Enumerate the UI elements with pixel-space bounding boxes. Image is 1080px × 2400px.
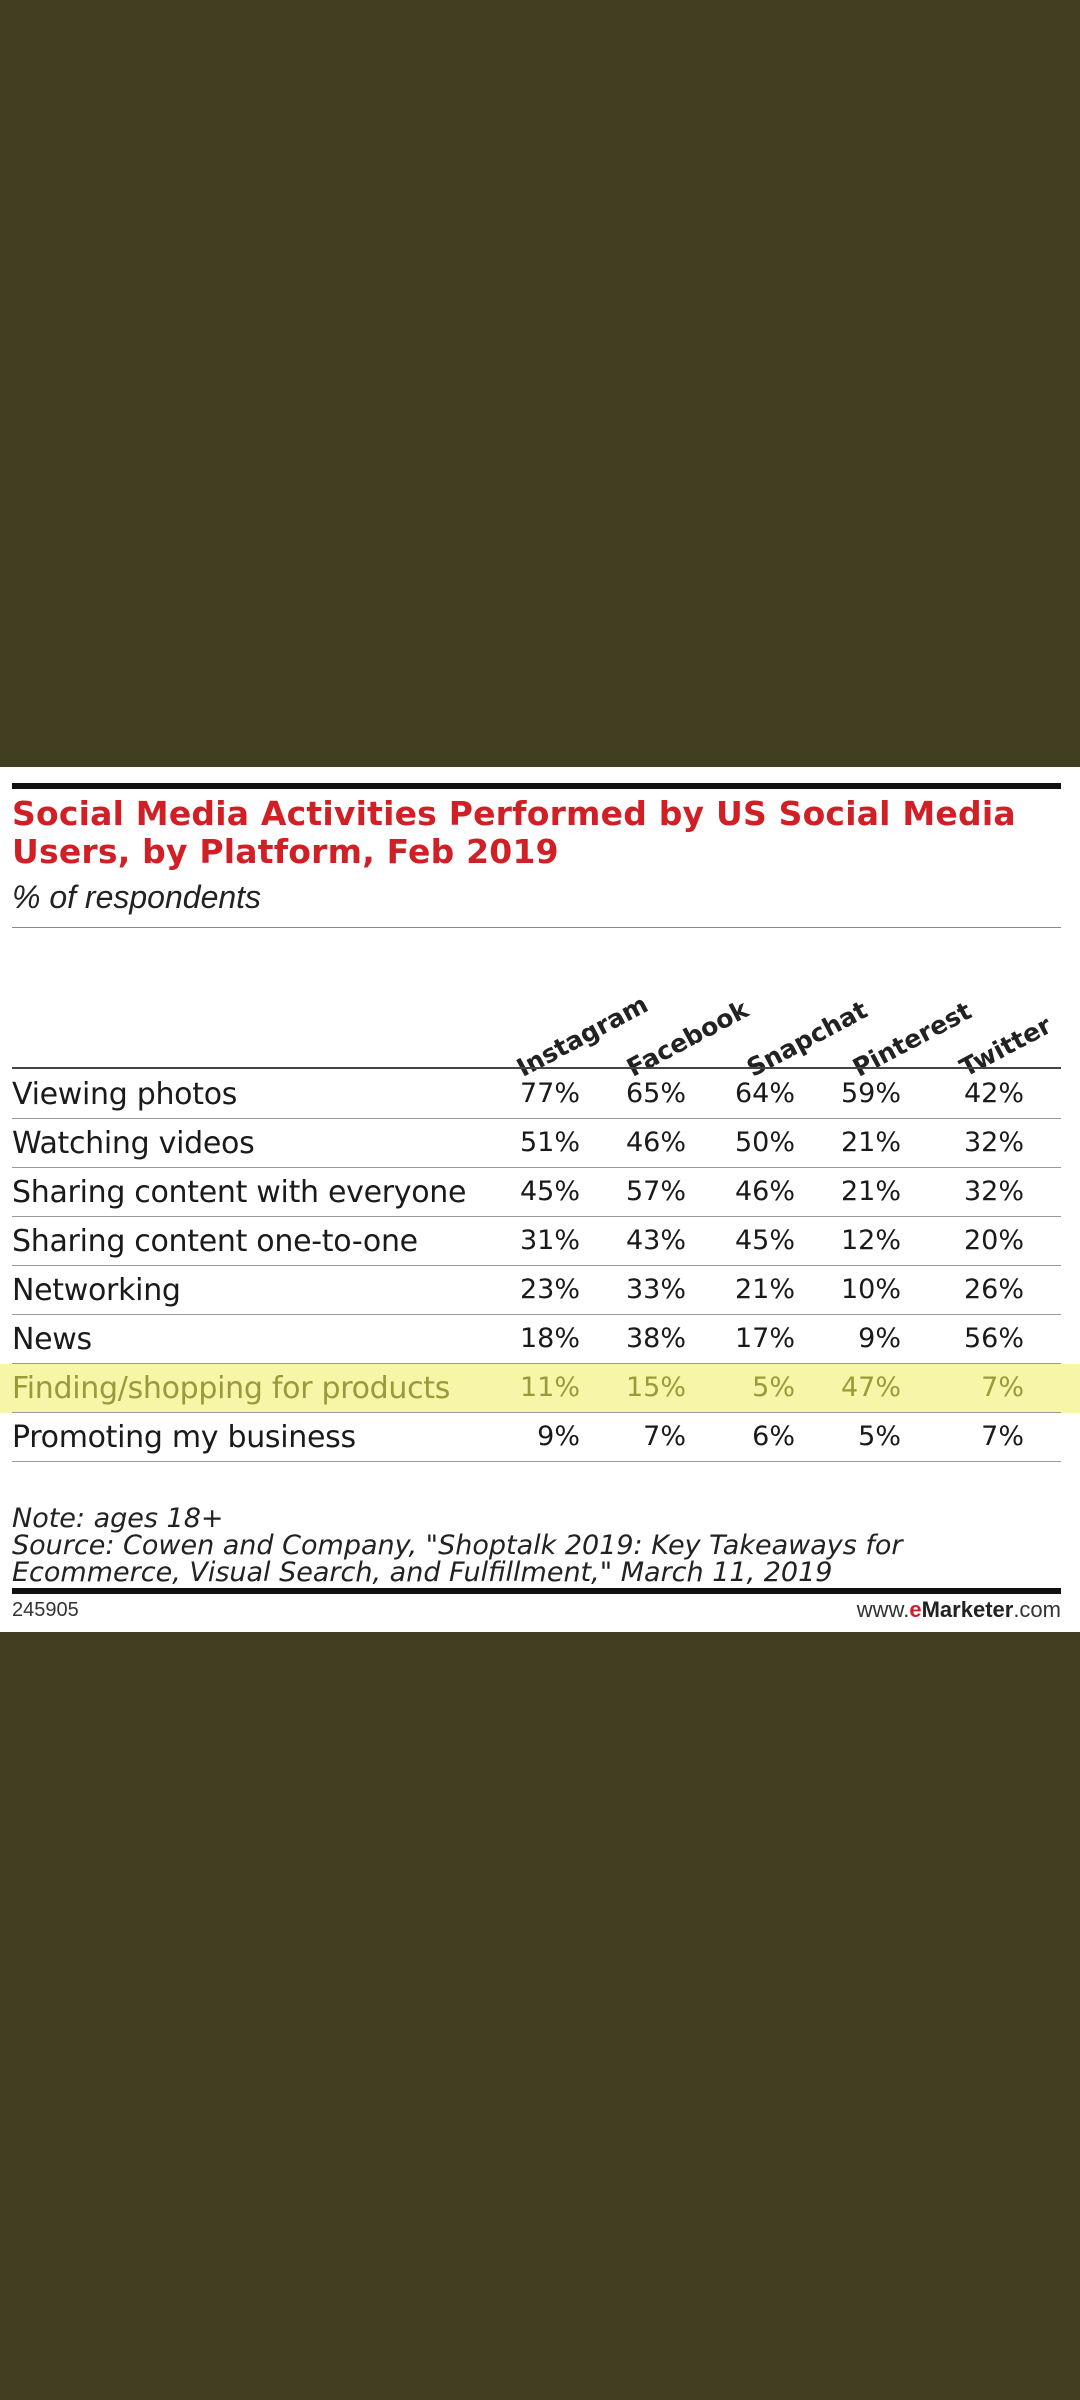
header-top-rule [12,927,1061,928]
table-cell: 21% [734,1274,795,1305]
table-row: News 18% 38% 17% 9% 56% [0,1315,1080,1364]
row-divider [12,1363,1061,1364]
table-cell: 5% [752,1372,795,1403]
table-cell: 42% [963,1078,1024,1109]
table-cell: 32% [963,1127,1024,1158]
brand-link[interactable]: www.eMarketer.com [857,1597,1061,1623]
table-cell: 77% [519,1078,580,1109]
row-divider [12,1216,1061,1217]
table-cell: 65% [625,1078,686,1109]
table-row: Promoting my business 9% 7% 6% 5% 7% [0,1413,1080,1462]
table-cell: 11% [519,1372,580,1403]
notes: Note: ages 18+ Source: Cowen and Company… [12,1505,1052,1586]
row-label: Sharing content with everyone [12,1175,467,1210]
table-cell: 64% [734,1078,795,1109]
table-cell: 10% [840,1274,901,1305]
brand-suffix: .com [1013,1597,1061,1622]
bottom-rule [12,1588,1061,1594]
row-label: Sharing content one-to-one [12,1224,418,1259]
table-cell: 7% [981,1372,1024,1403]
brand-prefix: www. [856,1597,910,1622]
row-divider [12,1167,1061,1168]
row-divider [12,1265,1061,1266]
table-cell: 47% [840,1372,901,1403]
row-divider [12,1412,1061,1413]
table-cell: 51% [519,1127,580,1158]
header-bottom-rule [12,1067,1061,1069]
table-cell: 18% [519,1323,580,1354]
chart-title: Social Media Activities Performed by US … [12,794,1016,871]
row-label: Promoting my business [12,1420,356,1455]
brand-marketer: Marketer [921,1597,1014,1622]
table-cell: 46% [734,1176,795,1207]
table-cell: 17% [734,1323,795,1354]
table-row: Finding/shopping for products 11% 15% 5% 47%… [0,1364,1080,1413]
table-cell: 38% [625,1323,686,1354]
table-cell: 23% [519,1274,580,1305]
row-divider [12,1314,1061,1315]
table-row: Watching videos 51% 46% 50% 21% 32% [0,1119,1080,1168]
row-label: News [12,1322,92,1357]
table-cell: 9% [537,1421,580,1452]
row-label: Finding/shopping for products [12,1371,451,1406]
table-cell: 46% [625,1127,686,1158]
table-cell: 43% [625,1225,686,1256]
table-cell: 33% [625,1274,686,1305]
table-cell: 45% [519,1176,580,1207]
table-cell: 32% [963,1176,1024,1207]
table-cell: 7% [643,1421,686,1452]
brand-e: e [909,1597,922,1622]
top-rule [12,783,1061,789]
table-cell: 12% [840,1225,901,1256]
row-label: Watching videos [12,1126,255,1161]
table-cell: 50% [734,1127,795,1158]
table-cell: 56% [963,1323,1024,1354]
row-divider [12,1118,1061,1119]
table-cell: 20% [963,1225,1024,1256]
row-divider [12,1461,1061,1462]
table-cell: 57% [625,1176,686,1207]
table-cell: 6% [752,1421,795,1452]
table-row: Sharing content one-to-one 31% 43% 45% 12% 20… [0,1217,1080,1266]
chart-id: 245905 [12,1599,79,1621]
source-text: Source: Cowen and Company, "Shoptalk 201… [12,1530,903,1588]
chart-card: Social Media Activities Performed by US … [0,767,1080,1632]
table-cell: 15% [625,1372,686,1403]
table-row: Networking 23% 33% 21% 10% 26% [0,1266,1080,1315]
table-cell: 59% [840,1078,901,1109]
table-cell: 26% [963,1274,1024,1305]
table-cell: 9% [858,1323,901,1354]
note-text: Note: ages 18+ [12,1503,224,1534]
table-cell: 5% [858,1421,901,1452]
row-label: Viewing photos [12,1077,238,1112]
chart-subtitle: % of respondents [12,879,262,915]
table-cell: 21% [840,1127,901,1158]
table-row: Sharing content with everyone 45% 57% 46% 21… [0,1168,1080,1217]
table-cell: 7% [981,1421,1024,1452]
table-cell: 31% [519,1225,580,1256]
row-label: Networking [12,1273,181,1308]
table-cell: 45% [734,1225,795,1256]
table-cell: 21% [840,1176,901,1207]
table-row: Viewing photos 77% 65% 64% 59% 42% [0,1070,1080,1119]
